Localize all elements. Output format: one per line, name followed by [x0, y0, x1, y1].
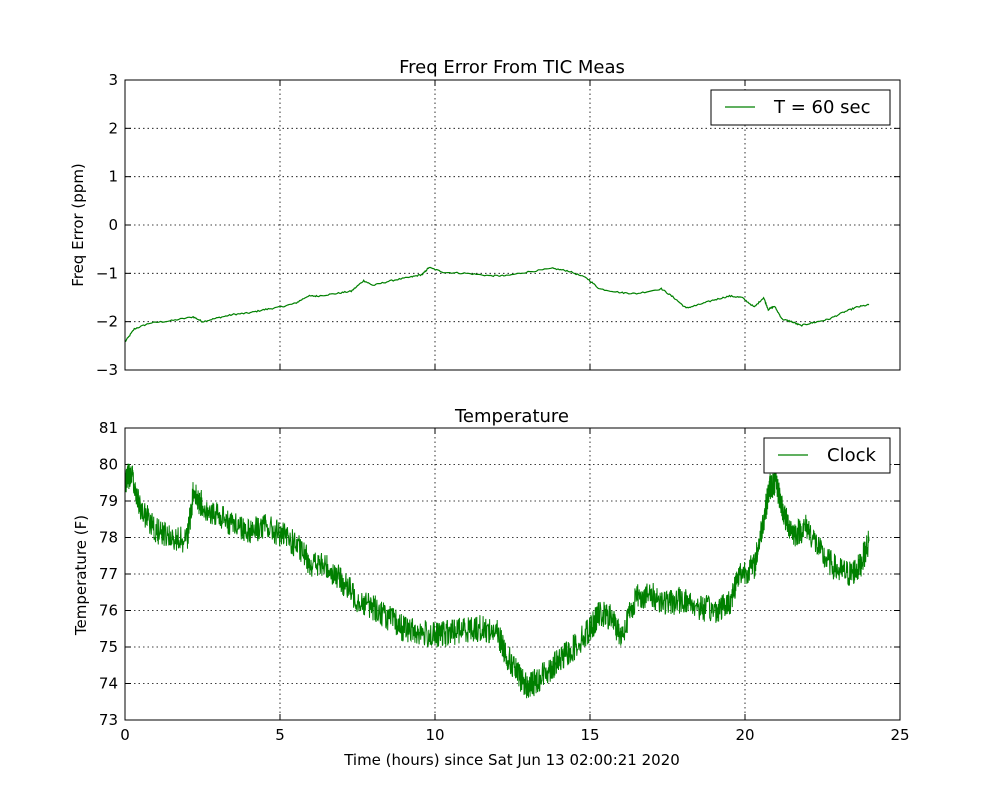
temp-xtick-label: 10: [425, 726, 444, 744]
temp-ytick-label: 81: [99, 419, 118, 437]
freq-error-chart: Freq Error From TIC Meas Freq Error (ppm…: [69, 57, 901, 379]
temp-xtick-label: 20: [735, 726, 754, 744]
temp-legend-box: [763, 437, 891, 474]
temp-ytick-label: 80: [99, 456, 118, 474]
temp-legend: Clock: [763, 437, 891, 474]
freq-chart-title: Freq Error From TIC Meas: [399, 57, 625, 78]
freq-ytick-label: 1: [108, 168, 118, 186]
temp-chart-ylabel: Temperature (F): [72, 515, 90, 636]
temp-legend-label: Clock: [827, 445, 876, 466]
freq-ticks: −3 −2 −1 0 1 2 3: [96, 71, 901, 379]
freq-ytick-label: −2: [96, 313, 118, 331]
temp-ytick-label: 79: [99, 492, 118, 510]
temp-chart-title: Temperature: [454, 406, 569, 427]
temp-ytick-label: 78: [99, 529, 118, 547]
temperature-chart: Temperature Temperature (F) Time (hours)…: [72, 406, 910, 769]
temp-ticks: 0 5 10 15 20 25 73 74 75 76 77 78 79 80 81: [99, 419, 910, 744]
freq-plot-frame: [124, 79, 901, 371]
temp-ytick-label: 77: [99, 565, 118, 583]
temp-ytick-label: 74: [99, 675, 118, 693]
temp-xtick-label: 15: [580, 726, 599, 744]
temp-xtick-label: 0: [120, 726, 130, 744]
freq-chart-ylabel: Freq Error (ppm): [69, 163, 87, 287]
temp-xtick-label: 5: [275, 726, 285, 744]
freq-ytick-label: −1: [96, 264, 118, 282]
temp-ytick-label: 73: [99, 711, 118, 729]
freq-ytick-label: 0: [108, 216, 118, 234]
temp-ytick-label: 76: [99, 602, 118, 620]
freq-series-line: [124, 266, 870, 343]
temp-ytick-label: 75: [99, 638, 118, 656]
temp-grid: [125, 428, 900, 720]
freq-ytick-label: 3: [108, 71, 118, 89]
freq-ytick-label: −3: [96, 361, 118, 379]
temp-chart-xlabel: Time (hours) since Sat Jun 13 02:00:21 2…: [343, 751, 680, 769]
temp-plot-frame: [124, 427, 901, 721]
freq-grid: [125, 80, 900, 370]
freq-ytick-label: 2: [108, 119, 118, 137]
freq-legend-label: T = 60 sec: [773, 97, 871, 118]
freq-legend: T = 60 sec: [710, 89, 891, 126]
temp-xtick-label: 25: [890, 726, 909, 744]
temp-series-line: [124, 463, 870, 699]
